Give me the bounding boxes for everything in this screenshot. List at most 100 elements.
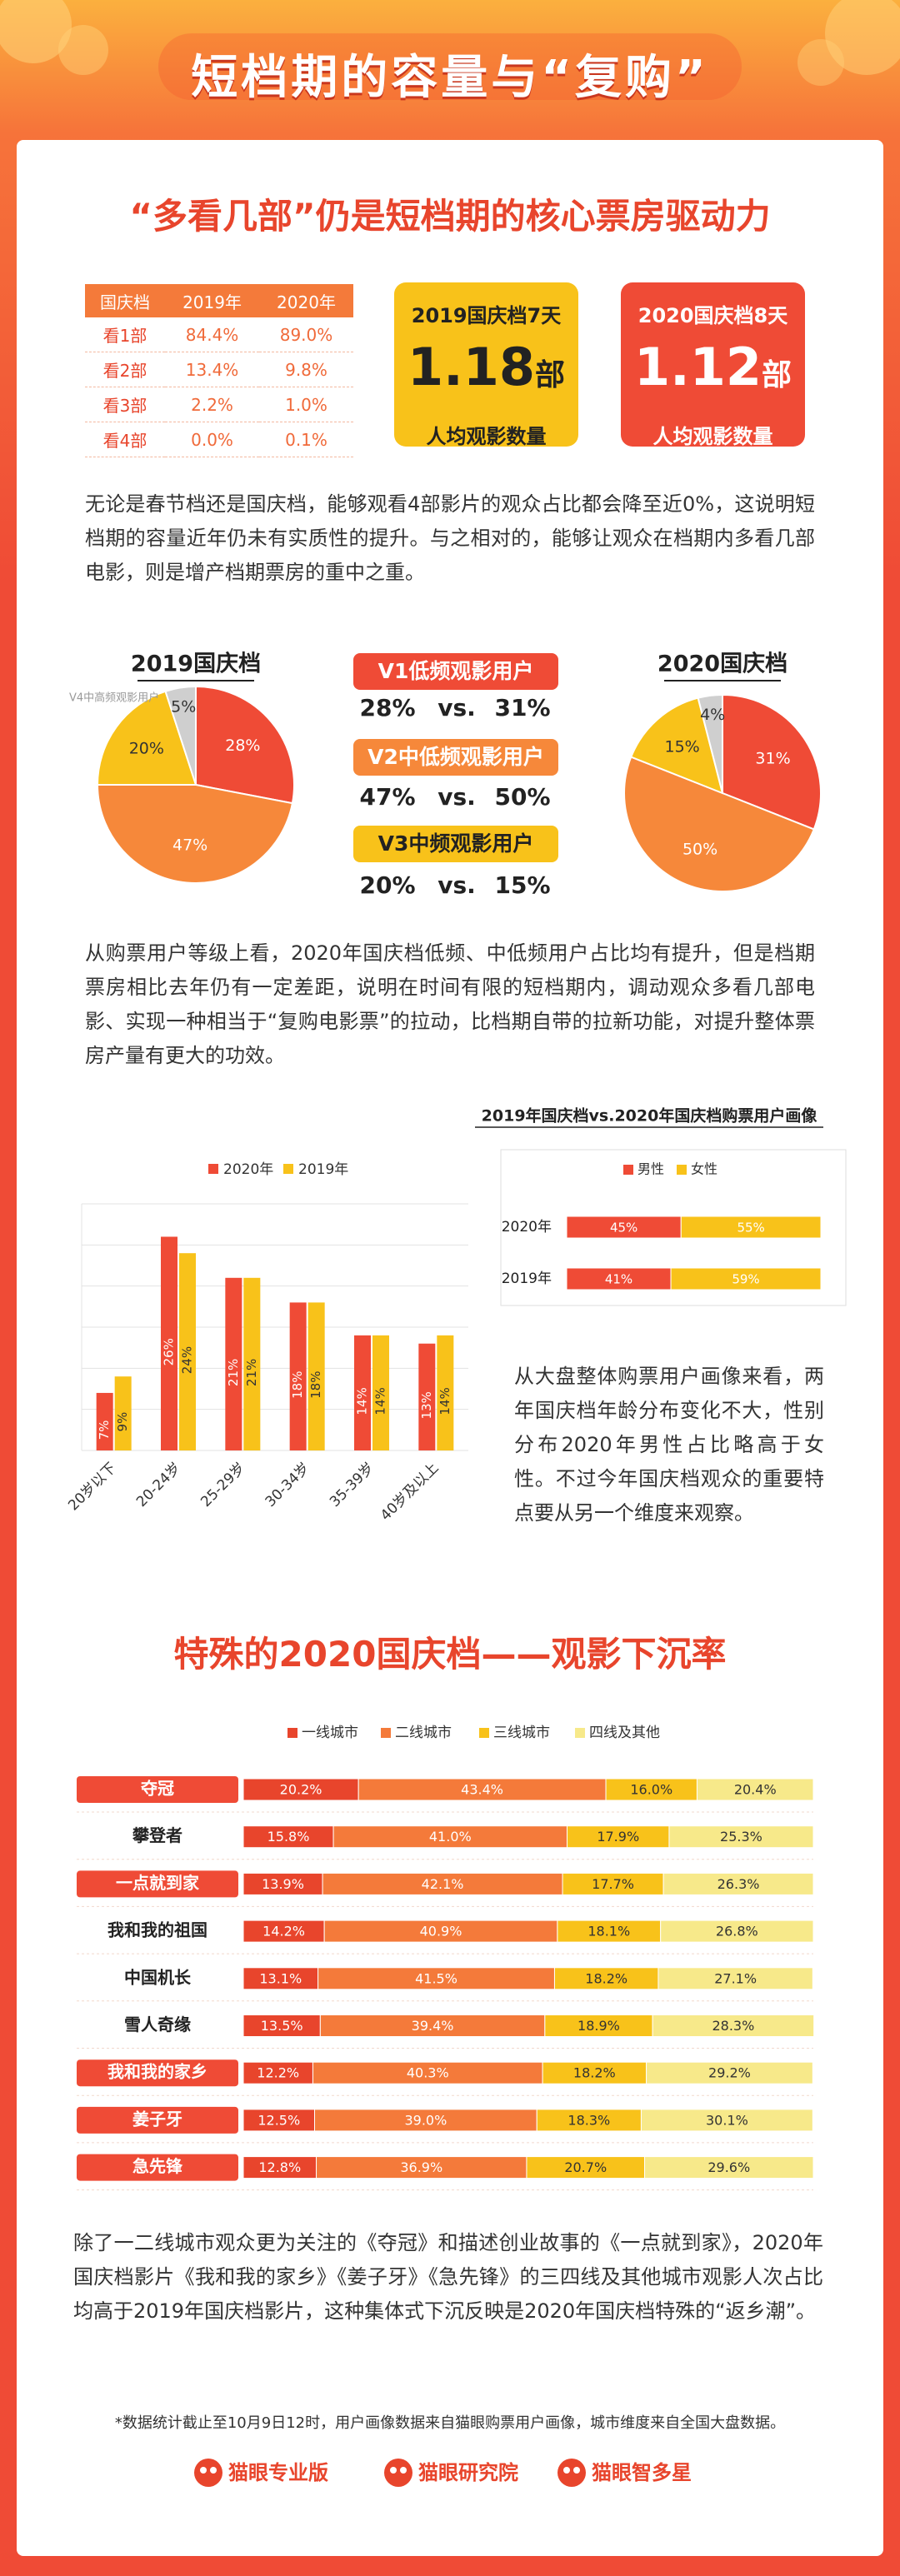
legend-label: 一线城市 bbox=[302, 1725, 358, 1741]
pie-slice bbox=[96, 784, 294, 884]
segment-label: 17.9% bbox=[597, 1829, 639, 1845]
segment-label: 12.2% bbox=[257, 2065, 299, 2081]
legend-swatch bbox=[381, 1728, 391, 1738]
logo-icon bbox=[558, 2459, 586, 2487]
bar-segment bbox=[242, 2156, 318, 2179]
table-cell: 看2部 bbox=[85, 352, 166, 387]
segment-label: 12.8% bbox=[258, 2159, 301, 2175]
table-cell: 0.0% bbox=[165, 422, 260, 457]
card-caption: 人均观影数量 bbox=[652, 425, 773, 448]
bar-segment bbox=[242, 1967, 319, 1990]
segment-label: 59% bbox=[732, 1272, 759, 1287]
cloud bbox=[825, 0, 900, 75]
title-band bbox=[158, 33, 742, 100]
legend-swatch bbox=[677, 1165, 687, 1175]
segment-label: 12.5% bbox=[258, 2112, 300, 2128]
table-row: 看3部 2.2% 1.0% bbox=[85, 387, 353, 422]
slice-label: 20% bbox=[129, 739, 164, 757]
logo-eye bbox=[210, 2467, 217, 2474]
bar bbox=[437, 1335, 454, 1450]
segment-label: 55% bbox=[737, 1221, 764, 1236]
legend-label: 2020年 bbox=[223, 1161, 273, 1178]
bar-segment bbox=[323, 1920, 558, 1943]
segment-label: 43.4% bbox=[461, 1782, 503, 1798]
section-title: 特殊的2020国庆档——观影下沉率 bbox=[173, 1634, 727, 1675]
x-tick-label: 35-39岁 bbox=[327, 1460, 378, 1510]
pie-slice bbox=[697, 693, 723, 794]
category-label: 姜子牙 bbox=[132, 2109, 182, 2129]
paragraph: 从购票用户等级上看，2020年国庆档低频、中低频用户占比均有提升，但是档期票房相… bbox=[85, 941, 815, 1067]
logo-eye bbox=[200, 2467, 207, 2474]
category-label: 2020年 bbox=[502, 1219, 552, 1236]
bar-segment bbox=[668, 1825, 814, 1849]
segment-label: 36.9% bbox=[400, 2159, 442, 2175]
legend-swatch bbox=[575, 1728, 585, 1738]
pie-slice bbox=[164, 685, 197, 786]
segment-label: 39.4% bbox=[412, 2018, 454, 2034]
legend-label: 男性 bbox=[638, 1161, 664, 1177]
table-header-row: 国庆档 2019年 2020年 bbox=[85, 284, 353, 317]
chart-title: 2019年国庆档vs.2020年国庆档购票用户画像 bbox=[482, 1106, 818, 1126]
card-unit: 部 bbox=[761, 358, 792, 392]
table-cell: 看1部 bbox=[85, 317, 166, 352]
bar bbox=[96, 1392, 113, 1450]
segment-label: 13.1% bbox=[259, 1970, 302, 1986]
bar-value-label: 14% bbox=[355, 1387, 370, 1415]
segment-label: 27.1% bbox=[714, 1970, 757, 1986]
bar-segment bbox=[322, 1872, 563, 1895]
segment-label: 30.1% bbox=[706, 2112, 748, 2128]
segment-label: 28.3% bbox=[712, 2018, 754, 2034]
segment-label: 18.3% bbox=[568, 2112, 610, 2128]
category-badge bbox=[353, 653, 558, 690]
segment-label: 41.0% bbox=[429, 1829, 472, 1845]
segment-label: 15.8% bbox=[268, 1829, 310, 1845]
bar-segment bbox=[660, 1920, 814, 1943]
bar-segment bbox=[242, 1872, 323, 1895]
compare-value: 20% bbox=[359, 871, 415, 899]
logo-eye bbox=[400, 2467, 407, 2474]
legend-swatch bbox=[479, 1728, 489, 1738]
bar-segment bbox=[562, 1872, 664, 1895]
bar-segment bbox=[646, 2061, 813, 2084]
paragraph: 除了一二线城市观众更为关注的《夺冠》和描述创业故事的《一点就到家》，2020年国… bbox=[73, 2231, 823, 2323]
segment-label: 26.3% bbox=[718, 1876, 760, 1892]
category-label: 我和我的祖国 bbox=[108, 1920, 208, 1940]
stat-card: 2019国庆档7天 1.18部 人均观影数量 bbox=[394, 282, 578, 448]
logo-icon bbox=[194, 2459, 222, 2487]
table-cell: 89.0% bbox=[259, 317, 353, 352]
segment-label: 18.2% bbox=[585, 1970, 628, 1986]
card-unit: 部 bbox=[534, 358, 565, 392]
cloud bbox=[0, 0, 72, 63]
category-badge bbox=[77, 2106, 238, 2134]
bar-segment bbox=[319, 2014, 546, 2037]
category-badge bbox=[353, 826, 558, 862]
bar-segment bbox=[312, 2061, 543, 2084]
segment-label: 18.9% bbox=[578, 2018, 620, 2034]
legend-swatch bbox=[283, 1164, 293, 1174]
vs-label: vs. bbox=[438, 871, 476, 899]
bar-segment bbox=[566, 1216, 682, 1239]
slice-label: 50% bbox=[682, 841, 718, 859]
bar-segment bbox=[542, 2061, 648, 2084]
segment-label: 25.3% bbox=[720, 1829, 762, 1845]
bar-segment bbox=[544, 2014, 653, 2037]
bar-segment bbox=[332, 1825, 568, 1849]
table-row: 看4部 0.0% 0.1% bbox=[85, 422, 353, 457]
bar-value-label: 18% bbox=[290, 1371, 305, 1399]
segment-label: 13.5% bbox=[261, 2018, 303, 2034]
table-cell: 看3部 bbox=[85, 387, 166, 422]
legend-swatch bbox=[208, 1164, 218, 1174]
pie-title: 2019国庆档 bbox=[131, 651, 261, 677]
category-label: 急先锋 bbox=[132, 2156, 183, 2176]
table-cell: 9.8% bbox=[259, 352, 353, 387]
category-label: 中国机长 bbox=[124, 1967, 192, 1987]
bar-segment bbox=[696, 1778, 814, 1801]
bar bbox=[114, 1376, 132, 1450]
pie-slice bbox=[722, 693, 822, 831]
card-label: 2019国庆档7天 bbox=[411, 304, 562, 327]
table-header-cell: 国庆档 bbox=[85, 284, 166, 317]
pie-title: 2020国庆档 bbox=[658, 651, 788, 677]
legend-label: 二线城市 bbox=[395, 1725, 452, 1741]
table-cell: 1.0% bbox=[259, 387, 353, 422]
